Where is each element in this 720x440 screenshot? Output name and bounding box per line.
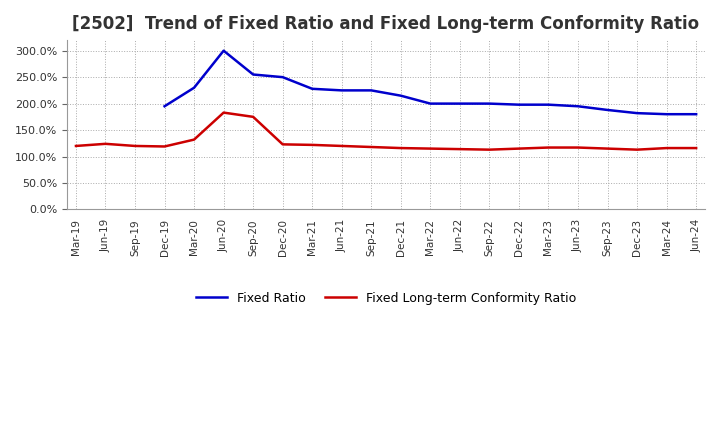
Fixed Long-term Conformity Ratio [544, 145, 553, 150]
Fixed Long-term Conformity Ratio [308, 142, 317, 147]
Fixed Long-term Conformity Ratio [574, 145, 582, 150]
Fixed Ratio [190, 85, 199, 90]
Line: Fixed Long-term Conformity Ratio: Fixed Long-term Conformity Ratio [76, 113, 696, 150]
Fixed Ratio [692, 112, 701, 117]
Fixed Long-term Conformity Ratio [190, 137, 199, 142]
Title: [2502]  Trend of Fixed Ratio and Fixed Long-term Conformity Ratio: [2502] Trend of Fixed Ratio and Fixed Lo… [73, 15, 700, 33]
Fixed Ratio [456, 101, 464, 106]
Fixed Long-term Conformity Ratio [71, 143, 80, 149]
Fixed Long-term Conformity Ratio [426, 146, 435, 151]
Fixed Long-term Conformity Ratio [220, 110, 228, 115]
Fixed Ratio [485, 101, 494, 106]
Fixed Ratio [279, 74, 287, 80]
Fixed Ratio [161, 104, 169, 109]
Fixed Long-term Conformity Ratio [131, 143, 140, 149]
Fixed Long-term Conformity Ratio [338, 143, 346, 149]
Fixed Ratio [662, 112, 671, 117]
Line: Fixed Ratio: Fixed Ratio [165, 51, 696, 114]
Fixed Long-term Conformity Ratio [456, 147, 464, 152]
Fixed Ratio [633, 110, 642, 116]
Fixed Ratio [308, 86, 317, 92]
Fixed Ratio [249, 72, 258, 77]
Fixed Long-term Conformity Ratio [279, 142, 287, 147]
Fixed Ratio [544, 102, 553, 107]
Fixed Ratio [367, 88, 376, 93]
Fixed Long-term Conformity Ratio [102, 141, 110, 147]
Fixed Ratio [220, 48, 228, 53]
Fixed Long-term Conformity Ratio [692, 146, 701, 151]
Fixed Ratio [515, 102, 523, 107]
Fixed Long-term Conformity Ratio [367, 144, 376, 150]
Legend: Fixed Ratio, Fixed Long-term Conformity Ratio: Fixed Ratio, Fixed Long-term Conformity … [191, 287, 581, 310]
Fixed Long-term Conformity Ratio [485, 147, 494, 152]
Fixed Long-term Conformity Ratio [249, 114, 258, 120]
Fixed Long-term Conformity Ratio [603, 146, 612, 151]
Fixed Long-term Conformity Ratio [662, 146, 671, 151]
Fixed Long-term Conformity Ratio [633, 147, 642, 152]
Fixed Ratio [574, 104, 582, 109]
Fixed Long-term Conformity Ratio [397, 146, 405, 151]
Fixed Ratio [426, 101, 435, 106]
Fixed Long-term Conformity Ratio [161, 144, 169, 149]
Fixed Ratio [603, 107, 612, 113]
Fixed Long-term Conformity Ratio [515, 146, 523, 151]
Fixed Ratio [397, 93, 405, 98]
Fixed Ratio [338, 88, 346, 93]
